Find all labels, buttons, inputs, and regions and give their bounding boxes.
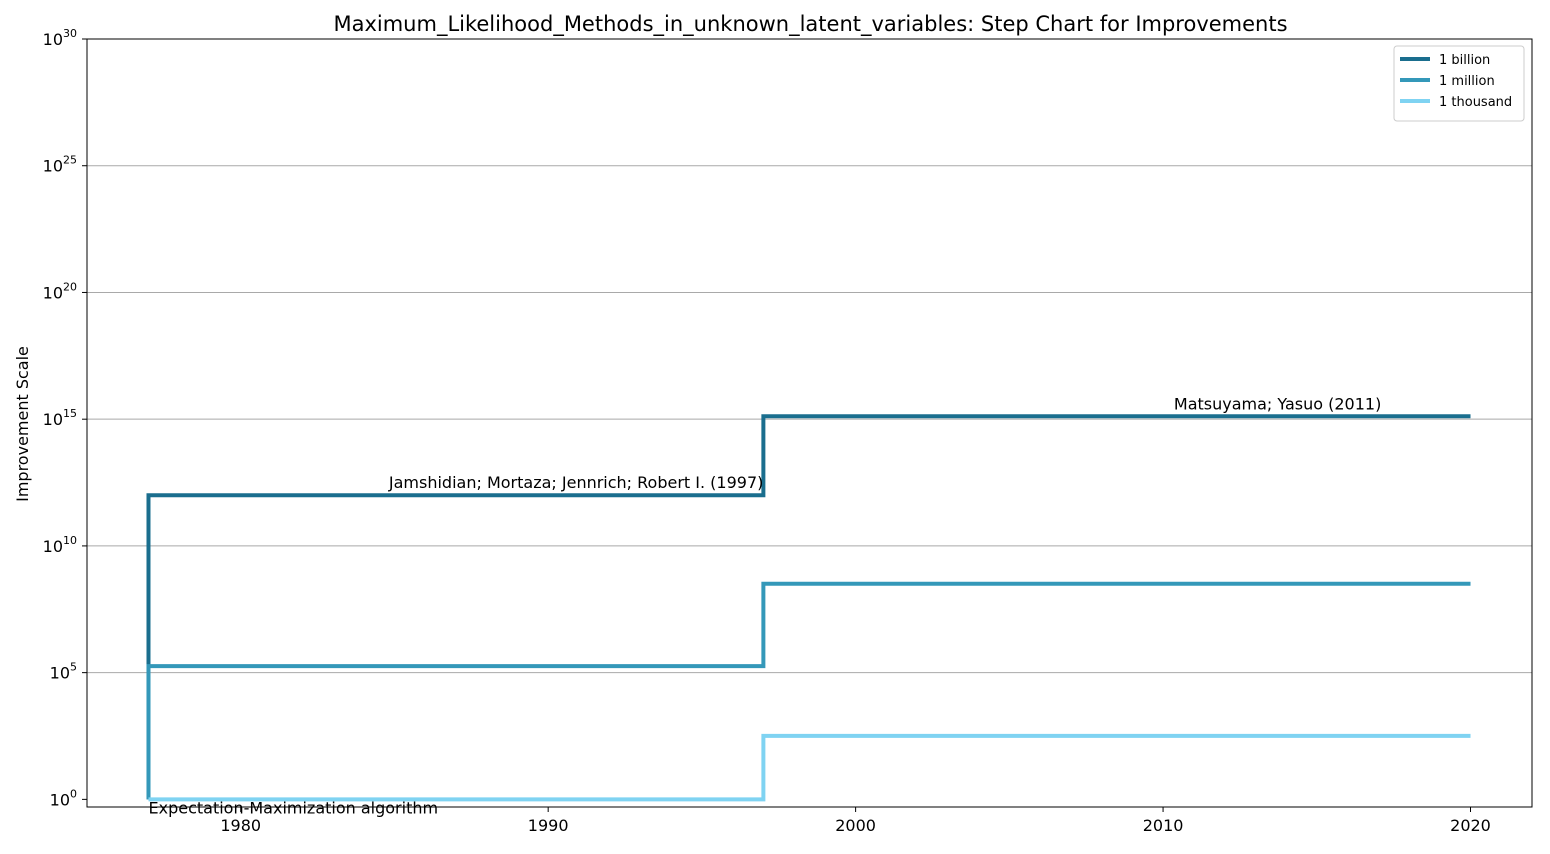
x-tick-label: 1980 — [220, 816, 261, 835]
grid-lines — [87, 165, 1532, 674]
y-tick-label: 1025 — [43, 154, 77, 176]
annotation-label-2: Jamshidian; Mortaza; Jennrich; Robert I.… — [388, 473, 763, 492]
x-tick-label: 2010 — [1143, 816, 1184, 835]
y-tick-label: 105 — [50, 661, 77, 683]
legend[interactable]: 1 billion 1 million 1 thousand — [1393, 45, 1525, 122]
series-lines — [146, 414, 1471, 802]
annotation-label-1: Expectation-Maximization algorithm — [148, 798, 438, 817]
annotations: Expectation-Maximization algorithm Jamshi… — [148, 394, 1381, 817]
y-axis-label: Improvement Scale — [13, 346, 32, 502]
series-line-2 — [146, 581, 1471, 800]
annotation-label-3: Matsuyama; Yasuo (2011) — [1174, 394, 1381, 413]
x-tick-label: 1990 — [528, 816, 569, 835]
legend-label: 1 million — [1439, 74, 1495, 89]
axis-ticks: 100 105 1010 1015 1020 1025 1030 1980 1990 2000 20… — [43, 27, 1491, 835]
chart-title: Maximum_Likelihood_Methods_in_unknown_la… — [333, 12, 1287, 37]
y-tick-label: 100 — [50, 787, 77, 809]
legend-label: 1 thousand — [1439, 95, 1512, 110]
series-line-3 — [148, 733, 1471, 802]
y-tick-label: 1030 — [43, 27, 77, 49]
axes-frame — [86, 38, 1533, 808]
y-tick-label: 1020 — [43, 280, 77, 302]
series-line-1 — [146, 414, 1471, 800]
x-tick-label: 2000 — [835, 816, 876, 835]
y-tick-label: 1015 — [43, 407, 77, 429]
y-tick-label: 1010 — [43, 534, 77, 556]
x-tick-label: 2020 — [1450, 816, 1491, 835]
legend-label: 1 billion — [1439, 53, 1490, 68]
